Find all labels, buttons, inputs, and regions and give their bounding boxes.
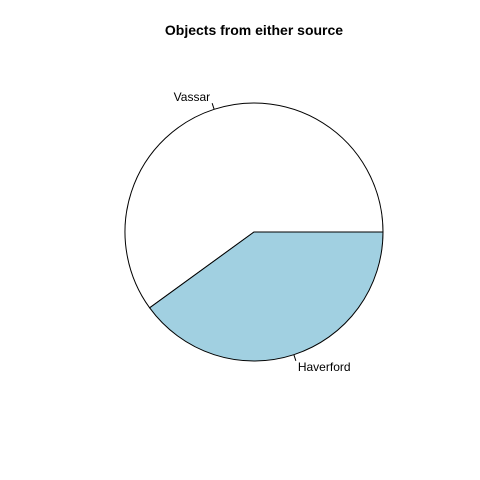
pie-label-haverford: Haverford <box>298 360 351 374</box>
chart-title: Objects from either source <box>165 22 343 38</box>
pie-label-tick-vassar <box>211 103 215 110</box>
pie-labels: Vassar Haverford <box>174 90 351 374</box>
pie-label-vassar: Vassar <box>174 90 210 104</box>
pie-slice-haverford <box>148 231 384 362</box>
pie-label-tick-haverford <box>293 354 297 361</box>
pie-slices <box>124 102 384 362</box>
